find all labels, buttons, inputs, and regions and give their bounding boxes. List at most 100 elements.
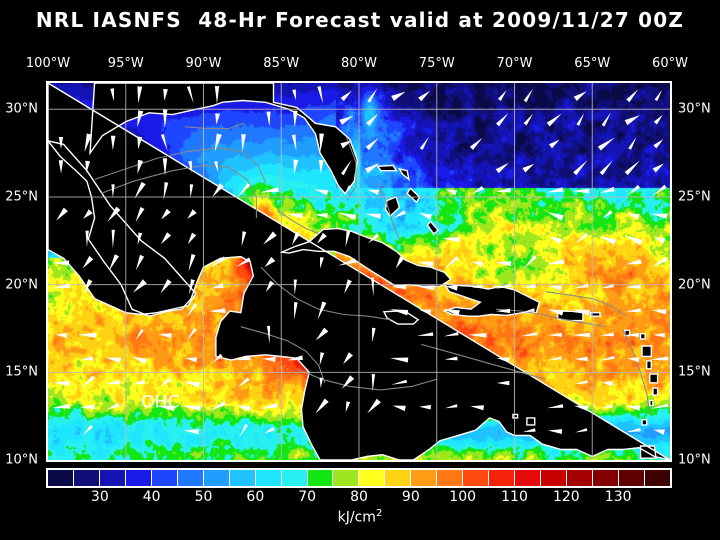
current-vector [573,160,588,176]
current-vector [495,283,511,289]
current-vector [338,212,357,220]
current-vector [239,423,248,438]
current-vector [548,285,562,291]
current-vector [653,139,664,149]
current-vector [467,333,487,338]
current-vector [137,136,143,150]
map-plot-area[interactable]: OHC [46,81,672,462]
colorbar-swatch-120 [567,470,594,486]
current-vector [574,356,588,362]
current-vector [212,183,224,198]
lon-tick-70W: 70°W [496,56,533,71]
current-vector [241,231,247,247]
bathy-contour-1 [100,164,257,218]
current-vector [58,137,64,149]
current-vector [651,309,667,315]
coastline-trinidad [639,445,657,459]
lat-tick-left-25N: 25°N [5,189,38,205]
colorbar[interactable] [46,468,672,488]
colorbar-tick-60: 60 [246,489,265,505]
current-vector [371,374,376,392]
current-vector [163,88,168,101]
current-vector [317,86,323,104]
coastline-bahamas-abaco [397,167,410,182]
coastline-mexico-inland [48,140,197,316]
current-vector [653,114,663,125]
current-vector [82,424,94,437]
colorbar-swatch-130 [618,470,645,486]
colorbar-tick-50: 50 [194,489,213,505]
coastline-north-america [48,83,670,460]
graticule [48,83,670,460]
current-vector [317,301,327,320]
current-vector [624,160,640,176]
lon-tick-100W: 100°W [25,56,71,71]
lat-tick-right-30N: 30°N [678,101,711,117]
coastline-dominica [646,360,652,370]
bathy-contour-12 [377,182,400,240]
colorbar-swatch-25 [73,470,100,486]
bathy-contour-0 [94,147,267,184]
lat-tick-left-20N: 20°N [5,277,38,293]
current-vector [56,207,68,221]
current-vector [626,89,639,103]
current-vector [263,231,277,245]
current-vector [214,161,219,173]
current-vector [625,308,641,312]
current-vector [111,184,115,198]
lon-tick-80W: 80°W [341,56,377,71]
colorbar-swatch-20 [48,470,74,486]
current-vector [341,375,355,389]
current-vector [287,355,303,361]
current-vector [391,284,407,290]
current-vector [215,113,220,125]
current-vector [628,137,637,150]
current-vector [318,160,324,174]
current-vector [162,158,168,176]
colorbar-swatch-105 [489,470,516,486]
current-vector [649,356,669,361]
lat-tick-right-15N: 15°N [678,364,711,380]
current-vector [110,88,114,102]
current-vector [79,404,95,410]
current-vector [469,137,483,150]
current-vector [291,134,297,152]
coastline-antigua [639,332,646,340]
bathy-contour-3 [260,266,391,321]
bathy-contour-2 [277,210,319,235]
current-vector [650,213,668,219]
current-vector [320,257,324,269]
current-vector [338,258,357,266]
current-vector [496,357,510,363]
current-vector [214,133,222,152]
colorbar-swatch-125 [593,470,619,486]
current-vector [444,356,458,361]
current-vector [651,256,668,268]
current-vector [107,206,121,222]
current-vector [599,186,615,193]
current-vector [208,308,226,314]
current-vector [572,188,590,194]
current-vector [159,377,172,387]
coastline-bahamas-andros [384,196,401,218]
current-vector [390,309,409,316]
current-vector [652,184,667,196]
current-vector [55,332,67,338]
colorbar-swatch-35 [125,470,152,486]
colorbar-tick-40: 40 [142,489,161,505]
bathy-contour-6 [421,343,546,380]
current-vector [78,332,97,338]
current-vectors [52,86,669,438]
current-vector [471,284,483,289]
current-vector [496,113,509,127]
current-vector [137,159,144,174]
current-vector [163,182,169,200]
current-vector [365,213,382,219]
current-vector [495,308,511,314]
lon-tick-75W: 75°W [418,56,455,71]
current-vector [161,208,171,220]
current-vector [212,353,223,363]
current-vector [52,403,71,409]
current-vector [235,355,251,361]
current-vector [83,279,93,294]
